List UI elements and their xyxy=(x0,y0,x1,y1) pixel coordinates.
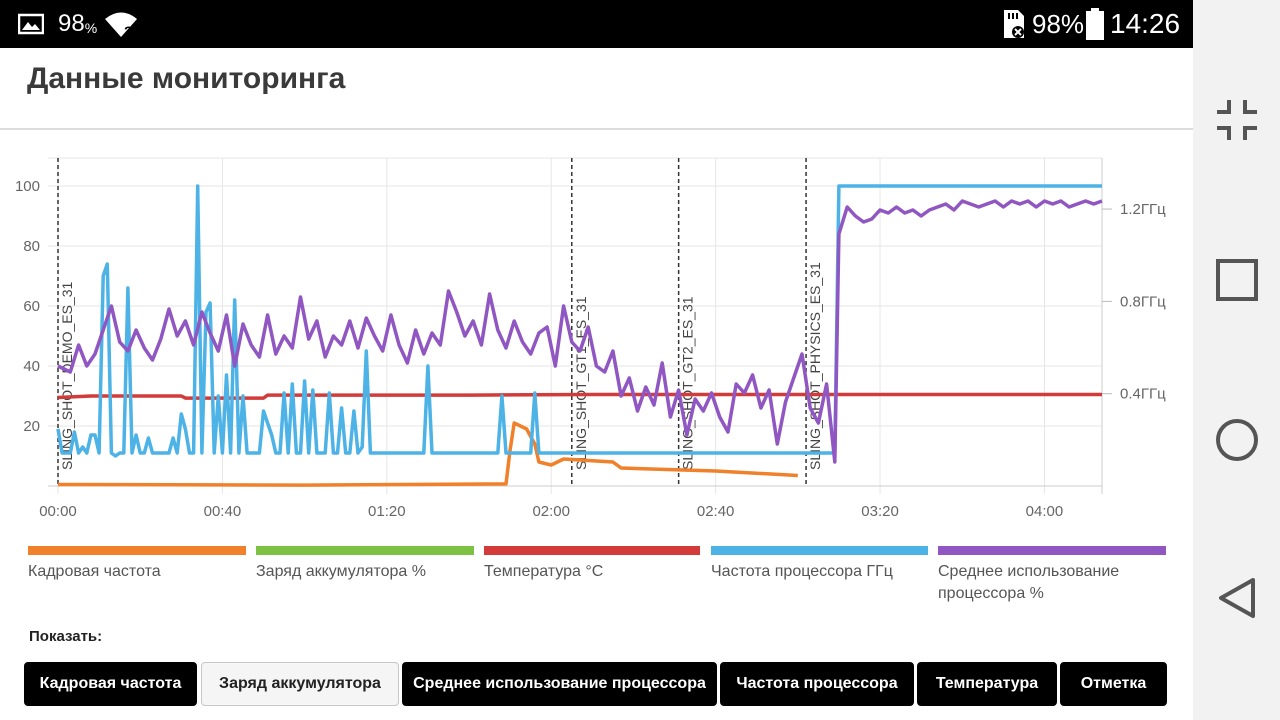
chart-svg: 20 40 60 80 100 00:00 00:40 01:20 02:00 02:40 03:2… xyxy=(15,157,1166,520)
legend-swatch xyxy=(484,546,700,555)
home-icon[interactable] xyxy=(1207,410,1267,470)
legend-label: Среднее использование процессора % xyxy=(938,563,1120,602)
page-title: Данные мониторинга xyxy=(27,62,346,95)
x-tick-label: 03:20 xyxy=(861,503,899,520)
legend-swatch xyxy=(256,546,474,555)
x-tick-label: 02:40 xyxy=(697,503,735,520)
sd-card-icon xyxy=(1000,0,1026,48)
recents-icon[interactable] xyxy=(1207,250,1267,310)
legend-swatch xyxy=(711,546,928,555)
legend-swatch xyxy=(938,546,1166,555)
right-tick-label: 0.8ГГц xyxy=(1120,293,1166,310)
legend-label: Температура °C xyxy=(484,563,604,580)
marker-label: SLING_SHOT_PHYSICS_ES_31 xyxy=(807,262,823,470)
battery-percent: 98% xyxy=(1032,8,1085,39)
series-line xyxy=(56,184,1102,458)
legend-item-fps: Кадровая частота xyxy=(28,546,246,606)
right-tick-label: 0.4ГГц xyxy=(1120,386,1166,403)
series-line xyxy=(57,421,798,487)
legend-item-cpu-frequency: Частота процессора ГГц xyxy=(711,546,928,606)
show-label: Показать: xyxy=(29,628,103,645)
monitoring-chart: 20 40 60 80 100 00:00 00:40 01:20 02:00 02:40 03:2… xyxy=(0,130,1193,540)
toggle-cpu-usage-button[interactable]: Среднее использование процессора xyxy=(402,662,717,706)
toggle-cpu-frequency-button[interactable]: Частота процессора xyxy=(720,662,914,706)
y-tick-label: 100 xyxy=(15,178,40,195)
legend-label: Кадровая частота xyxy=(28,563,161,580)
legend-swatch xyxy=(28,546,246,555)
x-tick-label: 00:00 xyxy=(39,503,77,520)
marker-label: SLING_SHOT_DEMO_ES_31 xyxy=(59,281,75,470)
clock: 14:26 xyxy=(1110,8,1181,39)
svg-text:?: ? xyxy=(124,23,133,38)
fullscreen-exit-icon[interactable] xyxy=(1207,90,1267,150)
toggle-fps-button[interactable]: Кадровая частота xyxy=(24,662,197,706)
series-line xyxy=(57,199,1103,464)
y-tick-label: 20 xyxy=(23,418,40,435)
back-icon[interactable] xyxy=(1207,568,1267,628)
x-tick-label: 04:00 xyxy=(1026,503,1064,520)
x-tick-label: 01:20 xyxy=(368,503,406,520)
y-tick-label: 40 xyxy=(23,358,40,375)
series-line xyxy=(57,392,1102,400)
legend-label: Частота процессора ГГц xyxy=(711,563,893,580)
wifi-icon: ? xyxy=(104,0,138,48)
page-header: Данные мониторинга xyxy=(0,48,1193,130)
image-icon xyxy=(18,0,44,48)
legend-item-temperature: Температура °C xyxy=(484,546,700,606)
toggle-marker-button[interactable]: Отметка xyxy=(1060,662,1167,706)
legend-item-cpu-usage: Среднее использование процессора % xyxy=(938,546,1166,606)
legend-item-battery: Заряд аккумулятора % xyxy=(256,546,474,606)
marker-label: SLING_SHOT_GT1_ES_31 xyxy=(573,296,589,470)
legend-label: Заряд аккумулятора % xyxy=(256,563,426,580)
navigation-bar xyxy=(1193,0,1280,720)
x-tick-label: 02:00 xyxy=(532,503,570,520)
x-tick-label: 00:40 xyxy=(204,503,242,520)
right-tick-label: 1.2ГГц xyxy=(1120,201,1166,218)
toggle-battery-button[interactable]: Заряд аккумулятора xyxy=(201,662,399,706)
status-bar: 98% ? 98% 14:26 xyxy=(0,0,1193,48)
toggle-temperature-button[interactable]: Температура xyxy=(917,662,1057,706)
marker-label: SLING_SHOT_GT2_ES_31 xyxy=(680,296,696,470)
notification-percent: 98% xyxy=(58,10,98,37)
battery-icon xyxy=(1086,0,1104,48)
y-tick-label: 60 xyxy=(23,298,40,315)
y-tick-label: 80 xyxy=(23,238,40,255)
